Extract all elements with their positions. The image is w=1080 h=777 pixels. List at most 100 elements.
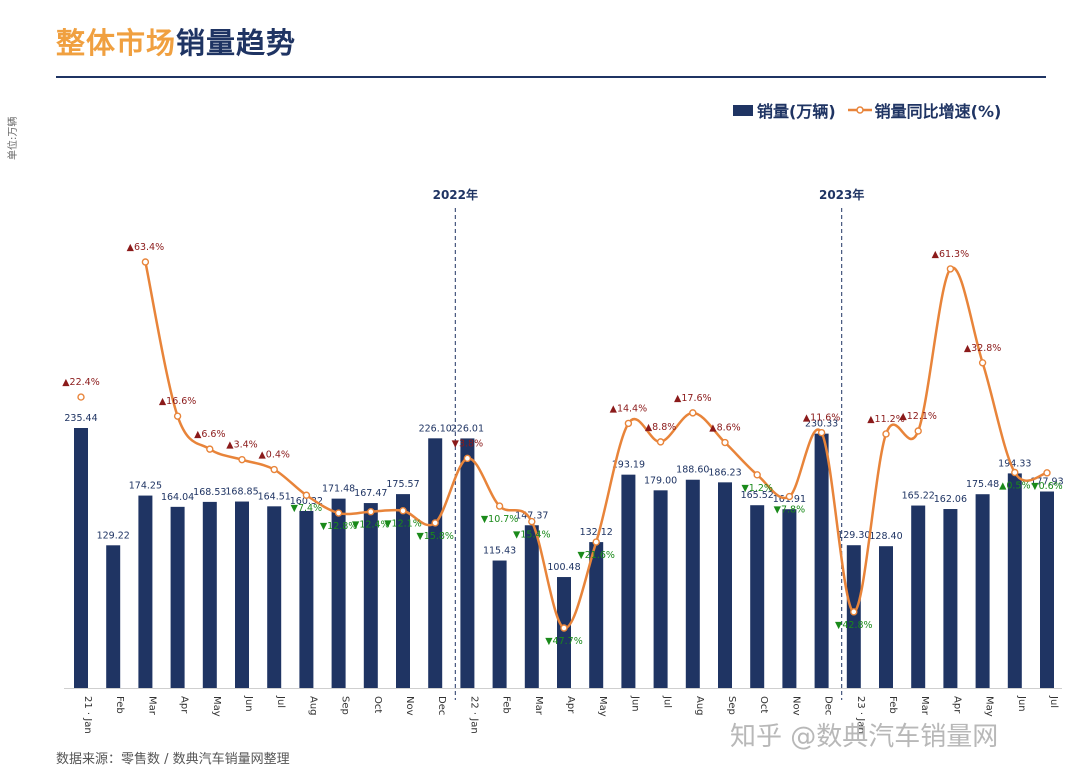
x-tick-label: Jul [662, 695, 673, 708]
bar [879, 546, 893, 688]
bar [331, 498, 346, 688]
bar-value-label: 168.85 [225, 487, 258, 498]
growth-label: ▲16.6% [159, 396, 197, 407]
bar [911, 505, 926, 688]
x-tick-label: Jul [275, 695, 286, 708]
bar [106, 545, 121, 688]
bar [396, 494, 410, 688]
growth-point [270, 465, 278, 474]
growth-point [238, 455, 246, 464]
legend-line-swatch [847, 106, 872, 114]
growth-label: ▼12.4% [352, 520, 390, 531]
bar-value-label: 168.53 [193, 487, 226, 498]
x-tick-label: Apr [565, 696, 576, 714]
bar [557, 577, 571, 688]
bar-value-label: 193.19 [612, 460, 645, 471]
growth-label: ▲11.2% [867, 414, 905, 425]
growth-label: ▼0.6% [1031, 481, 1062, 492]
bar-value-label: 235.44 [64, 413, 97, 424]
bar-value-label: 160.32 [290, 496, 323, 507]
bar [363, 503, 378, 688]
growth-point [495, 502, 504, 510]
x-tick-label: Jun [629, 695, 640, 712]
x-tick-label: Dec [823, 696, 834, 715]
growth-label: ▲0.4% [258, 450, 289, 461]
growth-label: ▲63.4% [127, 242, 165, 253]
growth-point [785, 492, 794, 501]
x-tick-label: Nov [404, 696, 415, 716]
growth-point [978, 359, 987, 367]
bar [460, 438, 475, 688]
legend-line-label: 销量同比增速(%) [874, 102, 1002, 121]
x-tick-label: Apr [179, 696, 190, 714]
bar-value-label: 226.01 [451, 423, 484, 434]
growth-point [1043, 469, 1051, 477]
bar-value-label: 162.06 [934, 494, 967, 505]
x-tick-label: Jul [1048, 695, 1059, 708]
x-tick-label: Dec [436, 696, 447, 715]
title-part-2: 销量趋势 [176, 26, 297, 60]
growth-point [173, 412, 182, 420]
growth-point [431, 519, 439, 527]
growth-label: ▲32.8% [964, 343, 1002, 354]
bar-value-label: 132.12 [580, 527, 613, 538]
x-tick-label: Mar [146, 696, 157, 716]
growth-label: ▼1.2% [741, 483, 772, 494]
growth-label: ▲8.6% [709, 423, 740, 434]
bar [492, 560, 507, 688]
bar-value-label: 165.52 [741, 490, 774, 501]
page-title: 整体市场销量趋势 [56, 20, 296, 62]
x-tick-label: 21 · Jan [82, 696, 93, 734]
bar-value-label: 175.48 [966, 479, 999, 490]
growth-point [689, 409, 697, 417]
x-tick-label: Nov [790, 696, 801, 716]
bar-value-label: 175.57 [386, 479, 419, 490]
growth-point [721, 438, 729, 447]
bar [814, 433, 829, 688]
x-tick-label: May [984, 696, 995, 717]
growth-label: ▼7.8% [774, 505, 805, 516]
legend-bar-swatch [733, 104, 753, 116]
growth-point [753, 471, 761, 479]
x-tick-label: Apr [951, 696, 962, 714]
bar-value-label: 164.51 [258, 491, 291, 502]
bar-value-label: 177.93 [1030, 477, 1063, 488]
bar [170, 506, 185, 688]
growth-point [334, 509, 343, 517]
growth-point [528, 517, 536, 526]
bar [524, 525, 539, 688]
bar-value-label: 128.40 [869, 531, 902, 542]
bar [428, 438, 443, 688]
growth-label: ▼15.4% [513, 530, 551, 541]
growth-label: ▲12.1% [899, 411, 937, 422]
bar [138, 495, 153, 688]
bar [589, 542, 604, 688]
growth-label: ▼21.6% [577, 550, 615, 561]
growth-point [367, 508, 375, 516]
growth-label: ▼12.1% [384, 519, 422, 530]
growth-point [1011, 468, 1019, 477]
growth-point [624, 419, 633, 428]
x-tick-label: Feb [114, 696, 125, 714]
x-tick-label: Feb [887, 696, 898, 714]
bar [718, 482, 732, 688]
bar [267, 506, 282, 688]
growth-label: ▲0.5% [999, 481, 1030, 492]
growth-point [817, 428, 826, 437]
growth-label: ▼15.8% [416, 531, 454, 542]
growth-label: ▲22.4% [62, 377, 100, 388]
bar-value-label: 171.48 [322, 484, 355, 495]
x-tick-label: Oct [758, 696, 769, 713]
growth-label: ▼12.8% [320, 521, 358, 532]
growth-label: ▼47.7% [545, 636, 583, 647]
bar [202, 501, 217, 688]
bar-value-label: 115.43 [483, 546, 516, 557]
bar-value-label: 147.37 [515, 510, 548, 521]
bar-value-label: 194.33 [998, 458, 1031, 469]
data-source: 数据来源：零售数 / 数典汽车销量网整理 [56, 752, 290, 767]
growth-point [463, 454, 472, 463]
bar-value-label: 165.22 [902, 491, 935, 502]
bar [750, 505, 765, 688]
bar-value-label: 174.25 [129, 481, 162, 492]
